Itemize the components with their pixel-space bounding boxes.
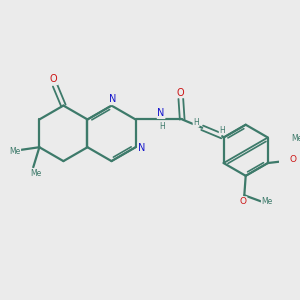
Text: O: O <box>50 74 58 85</box>
Text: N: N <box>138 143 146 153</box>
Text: H: H <box>219 125 225 134</box>
Text: Me: Me <box>9 147 21 156</box>
Text: O: O <box>176 88 184 98</box>
Text: H: H <box>159 122 164 131</box>
Text: N: N <box>158 108 165 118</box>
Text: O: O <box>240 197 247 206</box>
Text: Me: Me <box>30 169 41 178</box>
Text: H: H <box>193 118 199 127</box>
Text: Me: Me <box>262 197 273 206</box>
Text: N: N <box>109 94 116 104</box>
Text: O: O <box>289 155 296 164</box>
Text: Me: Me <box>291 134 300 143</box>
